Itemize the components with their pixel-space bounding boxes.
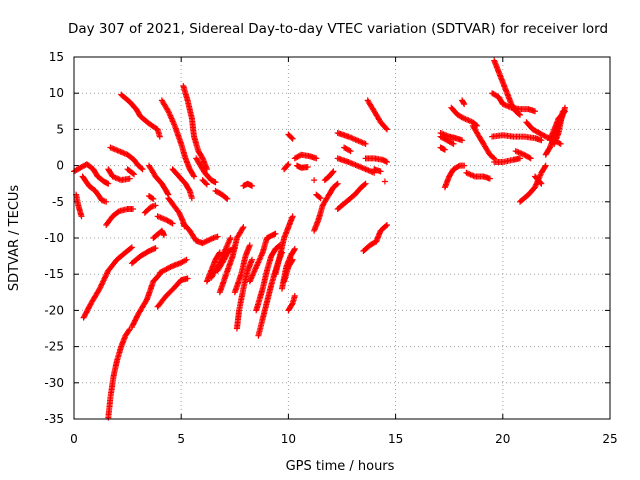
plot-frame bbox=[73, 56, 611, 420]
data-arc bbox=[212, 187, 231, 202]
data-arc bbox=[321, 168, 337, 184]
y-tick-label: -35 bbox=[44, 412, 64, 426]
data-arc bbox=[216, 224, 247, 296]
data-arc bbox=[150, 227, 167, 241]
data-arc bbox=[281, 256, 296, 285]
data-arc bbox=[272, 213, 296, 278]
data-arc bbox=[146, 193, 157, 202]
grid bbox=[74, 57, 610, 419]
data-arc bbox=[285, 131, 296, 142]
data-arc bbox=[463, 169, 493, 182]
data-arc bbox=[291, 151, 320, 162]
data-arc bbox=[246, 230, 279, 285]
data-arc bbox=[158, 97, 198, 180]
y-tick-label: 5 bbox=[56, 122, 64, 136]
data-arc bbox=[180, 83, 210, 173]
data-arc bbox=[381, 178, 388, 185]
data-arc bbox=[441, 162, 468, 191]
data-arc bbox=[532, 173, 545, 187]
data-arc bbox=[364, 97, 390, 133]
data-arc bbox=[233, 256, 255, 332]
data-arc bbox=[437, 130, 466, 144]
data-arc bbox=[118, 91, 163, 140]
data-arc bbox=[253, 242, 283, 314]
data-arc bbox=[437, 133, 457, 147]
data-arc bbox=[107, 144, 146, 173]
y-tick-label: -30 bbox=[44, 376, 64, 390]
data-arc bbox=[459, 97, 468, 108]
data-arc bbox=[103, 206, 136, 228]
data-arc bbox=[203, 249, 223, 285]
data-arc bbox=[124, 166, 137, 178]
x-tick-label: 15 bbox=[388, 432, 403, 446]
data-arc bbox=[437, 144, 448, 153]
data-arc bbox=[154, 213, 176, 227]
data-arc bbox=[489, 90, 538, 115]
data-arc bbox=[334, 180, 369, 212]
y-tick-label: -20 bbox=[44, 303, 64, 317]
data-arc bbox=[128, 245, 159, 267]
data-arc bbox=[334, 155, 378, 176]
data-arc bbox=[193, 155, 219, 186]
data-arc bbox=[71, 161, 112, 187]
data-arc bbox=[169, 166, 195, 202]
data-arc bbox=[547, 108, 568, 144]
y-tick-label: -5 bbox=[52, 195, 64, 209]
y-tick-label: 0 bbox=[56, 159, 64, 173]
data-arc bbox=[360, 222, 390, 254]
x-tick-label: 10 bbox=[281, 432, 296, 446]
x-tick-label: 0 bbox=[70, 432, 78, 446]
data-arc bbox=[105, 326, 133, 421]
data-arc bbox=[313, 191, 324, 202]
data-arc bbox=[334, 130, 369, 147]
data-arc bbox=[285, 292, 298, 314]
data-arc bbox=[128, 271, 163, 331]
data-arc bbox=[371, 166, 384, 175]
data-arc bbox=[73, 191, 85, 220]
x-tick-label: 20 bbox=[495, 432, 510, 446]
data-arc bbox=[80, 244, 135, 321]
y-tick-label: -10 bbox=[44, 231, 64, 245]
data-arc bbox=[141, 202, 159, 216]
data-arc bbox=[489, 132, 545, 144]
data-arc bbox=[448, 104, 481, 129]
data-arc bbox=[105, 166, 133, 184]
data-arc bbox=[154, 275, 191, 310]
data-arc bbox=[512, 148, 534, 162]
data-arc bbox=[231, 242, 253, 296]
y-tick-label: 15 bbox=[49, 50, 64, 64]
y-tick-label: -15 bbox=[44, 267, 64, 281]
x-tick-label: 25 bbox=[602, 432, 617, 446]
chart-title: Day 307 of 2021, Sidereal Day-to-day VTE… bbox=[68, 21, 608, 37]
data-arc bbox=[156, 256, 190, 276]
data-arc bbox=[311, 177, 318, 184]
y-tick-label: 10 bbox=[49, 86, 64, 100]
data-arc bbox=[469, 122, 498, 162]
data-arc bbox=[491, 155, 523, 165]
data-arc bbox=[362, 155, 390, 165]
data-arc bbox=[180, 220, 221, 247]
x-axis-title: GPS time / hours bbox=[286, 459, 395, 474]
data-arc bbox=[208, 235, 234, 281]
y-tick-label: -25 bbox=[44, 340, 64, 354]
data-arc bbox=[281, 161, 292, 173]
data-arc bbox=[341, 144, 354, 155]
y-axis-title: SDTVAR / TECUs bbox=[7, 185, 22, 292]
data-series bbox=[71, 57, 568, 421]
data-arc bbox=[146, 162, 172, 198]
data-arc bbox=[311, 180, 341, 234]
data-arc bbox=[240, 180, 255, 189]
data-arc bbox=[79, 173, 110, 205]
data-arc bbox=[199, 177, 210, 188]
data-arc bbox=[294, 162, 311, 171]
x-tick-label: 5 bbox=[177, 432, 185, 446]
